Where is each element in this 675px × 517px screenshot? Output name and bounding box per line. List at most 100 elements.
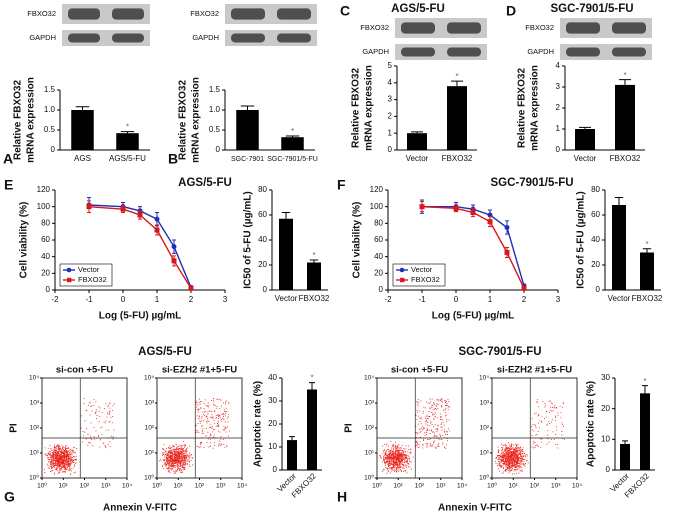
event-dot — [522, 463, 523, 464]
event-dot — [91, 423, 92, 424]
event-dot — [419, 446, 420, 447]
event-dot — [68, 461, 69, 462]
event-dot — [429, 425, 430, 426]
event-dot — [179, 469, 180, 470]
event-dot — [70, 474, 71, 475]
event-dot — [496, 457, 497, 458]
event-dot — [442, 402, 443, 403]
event-dot — [400, 470, 401, 471]
event-dot — [188, 457, 189, 458]
event-dot — [164, 457, 165, 458]
panel-title: SGC-7901/5-FU — [458, 346, 541, 358]
event-dot — [422, 445, 423, 446]
event-dot — [405, 449, 406, 450]
event-dot — [108, 430, 109, 431]
event-dot — [446, 421, 447, 422]
event-dot — [406, 458, 407, 459]
event-dot — [188, 455, 189, 456]
x-tick-label: 10⁴ — [572, 483, 582, 490]
event-dot — [425, 421, 426, 422]
event-dot — [204, 447, 205, 448]
blot-band — [612, 22, 646, 33]
event-dot — [548, 439, 549, 440]
event-dot — [184, 456, 185, 457]
event-dot — [513, 451, 514, 452]
bar — [307, 390, 317, 471]
bar — [116, 133, 139, 150]
event-dot — [176, 447, 177, 448]
event-dot — [446, 405, 447, 406]
event-dot — [74, 452, 75, 453]
y-tick-label: 10³ — [30, 400, 40, 407]
event-dot — [429, 416, 430, 417]
event-dot — [398, 468, 399, 469]
event-dot — [434, 404, 435, 405]
event-dot — [448, 399, 449, 400]
event-dot — [56, 448, 57, 449]
y-axis-label: Relative FBXO32 — [517, 68, 528, 148]
event-dot — [382, 454, 383, 455]
event-dot — [74, 466, 75, 467]
event-dot — [388, 459, 389, 460]
event-cloud — [379, 398, 450, 474]
y-tick-label: 0 — [273, 465, 278, 474]
event-dot — [405, 451, 406, 452]
y-tick-label: 4 — [556, 61, 561, 70]
event-dot — [386, 460, 387, 461]
event-dot — [433, 405, 434, 406]
event-dot — [506, 452, 507, 453]
event-dot — [426, 421, 427, 422]
event-dot — [201, 408, 202, 409]
event-dot — [512, 448, 513, 449]
event-dot — [393, 449, 394, 450]
event-dot — [407, 460, 408, 461]
blot-label: FBXO32 — [360, 23, 389, 32]
event-dot — [105, 446, 106, 447]
event-dot — [181, 455, 182, 456]
error-bar — [289, 437, 295, 440]
event-dot — [227, 421, 228, 422]
event-dot — [74, 472, 75, 473]
event-dot — [397, 465, 398, 466]
event-dot — [447, 434, 448, 435]
event-dot — [436, 428, 437, 429]
event-dot — [509, 453, 510, 454]
event-dot — [111, 436, 112, 437]
error-bar — [579, 127, 591, 129]
event-dot — [508, 462, 509, 463]
event-dot — [391, 448, 392, 449]
event-dot — [525, 457, 526, 458]
event-dot — [177, 463, 178, 464]
event-dot — [70, 458, 71, 459]
event-dot — [75, 472, 76, 473]
event-dot — [173, 461, 174, 462]
event-dot — [421, 400, 422, 401]
event-dot — [437, 408, 438, 409]
x-tick-label: 10⁰ — [152, 482, 162, 490]
event-dot — [508, 463, 509, 464]
event-dot — [526, 454, 527, 455]
event-dot — [396, 457, 397, 458]
x-tick-label: FBXO32 — [442, 154, 473, 163]
event-dot — [199, 402, 200, 403]
event-dot — [443, 422, 444, 423]
event-dot — [536, 434, 537, 435]
event-dot — [62, 452, 63, 453]
event-dot — [109, 441, 110, 442]
y-tick-label: 10⁰ — [479, 474, 489, 482]
event-dot — [561, 431, 562, 432]
event-dot — [183, 457, 184, 458]
event-dot — [390, 457, 391, 458]
event-dot — [517, 448, 518, 449]
y-tick-label: 4 — [388, 78, 393, 87]
event-dot — [428, 403, 429, 404]
marker — [172, 258, 177, 263]
event-dot — [200, 407, 201, 408]
event-dot — [517, 460, 518, 461]
event-dot — [176, 456, 177, 457]
event-dot — [185, 462, 186, 463]
event-dot — [404, 460, 405, 461]
event-dot — [173, 451, 174, 452]
event-dot — [514, 460, 515, 461]
bar — [71, 110, 94, 150]
